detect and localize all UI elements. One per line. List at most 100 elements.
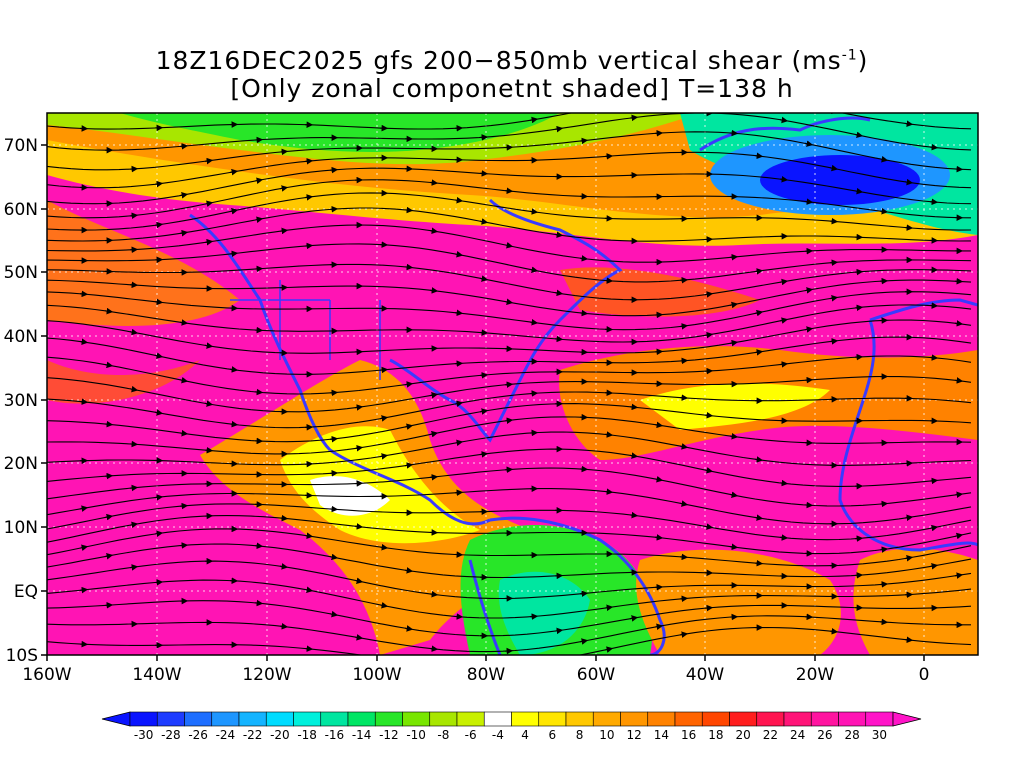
streamline-arrow [279,227,289,235]
streamline-arrow [429,430,439,438]
colorbar-swatch [674,711,703,727]
chart-title-line2: [Only zonal componetnt shaded] T=138 h [230,74,794,103]
colorbar-swatch [402,711,431,727]
colorbar-swatch [592,711,621,727]
streamline-arrow [154,409,164,416]
lat-tick-label: 30N [4,391,38,411]
streamline-arrow [804,198,814,205]
streamline-arrow [704,467,714,474]
streamline-arrow [354,523,364,530]
colorbar-swatch [374,711,403,727]
colorbar-swatch [565,711,594,727]
colorbar-label: 24 [790,728,805,742]
streamline-arrow [304,645,314,652]
lon-tick-label: 80W [467,665,506,685]
latitude-axis: 70N 60N 50N 40N 30N 20N 10N EQ 10S [4,136,47,666]
streamline-arrow [929,562,939,570]
streamline-arrow [179,319,189,326]
streamline [47,528,972,567]
title-line1-end: ) [857,46,869,75]
streamline-arrow [704,604,714,612]
streamline-arrow [929,143,939,151]
colorbar-label: -22 [243,728,263,742]
colorbar-arrow-right [892,711,922,727]
streamline-arrow [729,301,739,309]
streamline-arrow [479,451,489,458]
streamline [47,403,972,443]
streamline-arrow [579,137,589,145]
streamline-arrow [429,392,439,399]
colorbar-label: 6 [549,728,557,742]
streamline-arrow [104,307,114,315]
streamline-arrow [804,326,814,333]
streamline-arrow [79,338,89,345]
colorbar-arrow-left [101,711,131,727]
streamline [47,355,972,395]
colorbar-label: -4 [492,728,504,742]
streamline [47,113,972,130]
streamline-arrow [504,242,514,249]
streamline-arrow [779,176,789,183]
lat-tick-label: 40N [4,327,38,347]
streamline-arrow [929,198,939,206]
colorbar-swatch [238,711,267,727]
streamline [47,600,972,637]
streamline-arrow [204,238,214,246]
lon-tick-label: 160W [22,665,71,685]
streamline-arrow [529,266,539,273]
streamline-arrow [904,120,914,127]
streamline-arrow [779,116,789,124]
streamline-arrow [454,250,464,258]
colorbar-swatch [647,711,676,727]
streamline-arrow [479,408,489,415]
streamline-arrow [579,309,589,317]
streamline-arrow [404,263,414,271]
streamline [47,291,972,331]
streamline-arrow [504,298,514,306]
streamline-arrow [629,452,639,459]
streamline-arrow [779,534,789,541]
colorbar-label: 18 [708,728,723,742]
lon-tick-label: 20W [796,665,835,685]
streamline-arrow [204,157,214,165]
streamline-arrow [329,610,339,618]
colorbar-label: 20 [735,728,750,742]
colorbar-swatch [511,711,540,727]
streamline-arrow [929,354,939,361]
streamline-arrow [604,646,614,653]
colorbar-swatch [783,711,812,727]
streamline-arrow [254,599,264,607]
streamline-arrow [729,339,739,347]
colorbar-label: -12 [379,728,399,742]
streamline-arrow [854,131,864,139]
streamline-arrow [654,534,664,541]
streamline-arrow [179,429,189,437]
streamline-arrow [954,532,964,540]
streamline-arrow [854,187,864,195]
streamline-arrow [504,417,514,424]
streamline-arrow [679,323,689,330]
streamline [47,167,972,205]
streamline-arrow [554,125,564,133]
streamline-arrow [879,155,889,163]
streamline-arrow [654,623,664,630]
colorbar-swatch [456,711,485,727]
colorbar-label: -8 [437,728,449,742]
colorbar-swatch [293,711,322,727]
coast-central-america [329,448,491,526]
streamline-arrow [429,287,439,294]
streamline-arrow [129,328,139,336]
streamline-arrow [704,523,714,530]
streamline-arrow [454,196,464,204]
coast-south-america [489,516,666,655]
colorbar-swatch [129,711,158,727]
streamline-arrow [154,221,164,229]
streamline-arrow [154,298,164,306]
streamline-arrow [79,544,89,551]
colorbar-label: 30 [872,728,887,742]
lat-tick-label: 20N [4,454,38,474]
streamline-arrow [154,530,164,537]
streamline-arrow [779,278,789,286]
streamline-arrow [704,331,714,339]
lat-tick-label: 10S [6,646,38,666]
